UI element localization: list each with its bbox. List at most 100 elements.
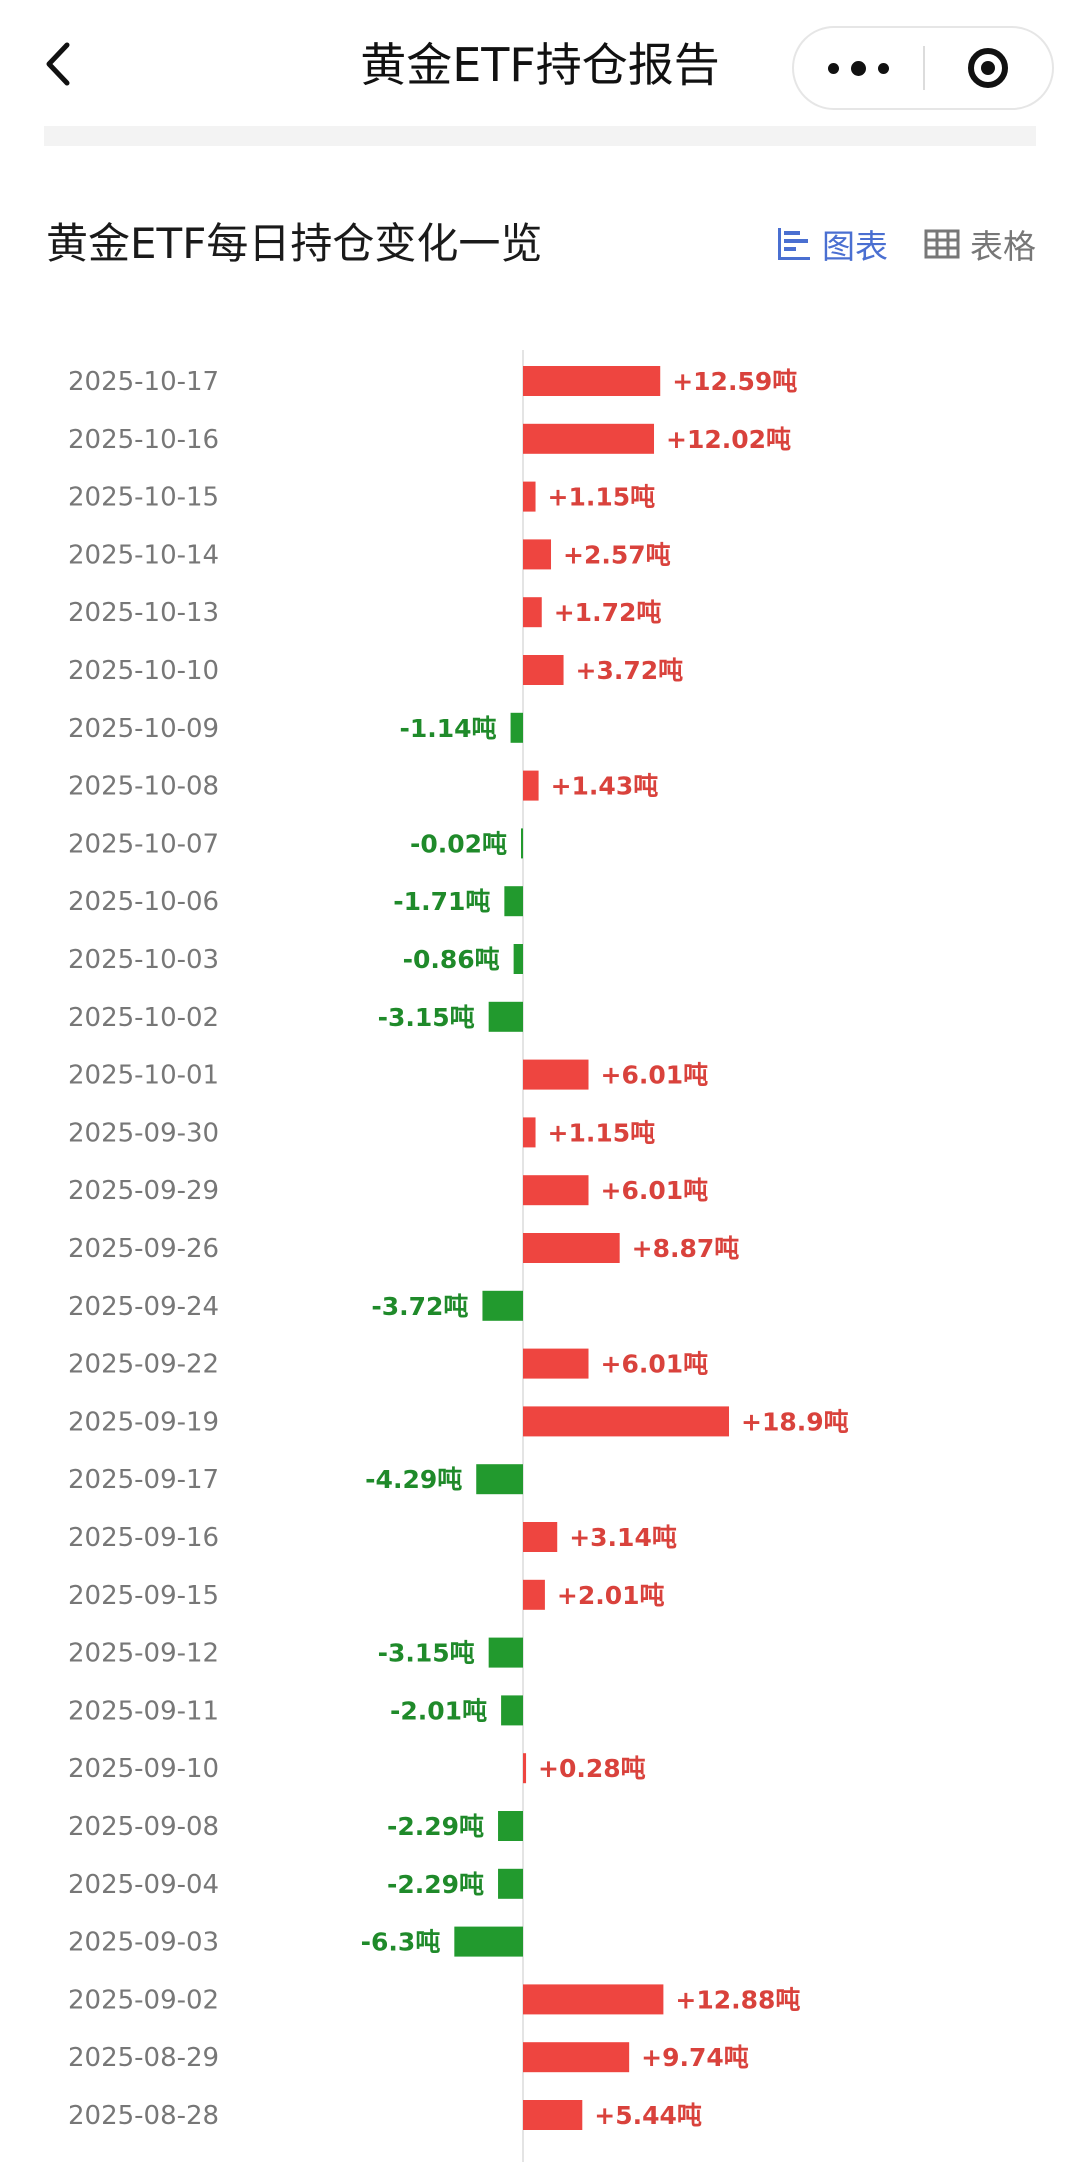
date-tick-label: 2025-10-03 (68, 945, 219, 975)
view-table-button[interactable]: 表格 (924, 220, 1036, 268)
date-tick-label: 2025-08-29 (68, 2043, 219, 2073)
date-tick-label: 2025-10-16 (68, 425, 219, 455)
date-tick-label: 2025-10-01 (68, 1061, 219, 1091)
chevron-left-icon (46, 42, 70, 86)
positive-bar (523, 539, 552, 570)
value-label: +18.9吨 (741, 1407, 849, 1436)
chart-row: 2025-10-17 +12.59吨 (68, 366, 797, 397)
chart-row: 2025-10-10 +3.72吨 (68, 655, 683, 686)
positive-bar (523, 1117, 536, 1148)
positive-bar (523, 366, 661, 396)
date-tick-label: 2025-09-12 (68, 1639, 219, 1669)
value-label: +12.88吨 (675, 1985, 800, 2014)
date-tick-label: 2025-10-15 (68, 483, 219, 513)
date-tick-label: 2025-09-17 (68, 1465, 219, 1495)
etf-holdings-bar-chart: 2025-10-17 +12.59吨 2025-10-16 +12.02吨 2025-1… (68, 350, 849, 2162)
date-tick-label: 2025-09-08 (68, 1812, 219, 1842)
more-dots-icon (822, 60, 895, 76)
date-tick-label: 2025-10-07 (68, 829, 219, 859)
positive-bar (523, 597, 542, 628)
value-label: +2.57吨 (563, 540, 671, 569)
chart-row: 2025-09-19 +18.9吨 (68, 1406, 849, 1437)
chart-row: 2025-09-30 +1.15吨 (68, 1117, 655, 1148)
date-tick-label: 2025-09-30 (68, 1118, 219, 1148)
date-tick-label: 2025-08-28 (68, 2101, 219, 2131)
positive-bar (523, 1406, 730, 1437)
back-button[interactable] (34, 34, 82, 94)
chart-row: 2025-09-15 +2.01吨 (68, 1579, 665, 1611)
value-label: +6.01吨 (601, 1061, 709, 1090)
date-tick-label: 2025-09-04 (68, 1870, 219, 1900)
date-tick-label: 2025-09-15 (68, 1581, 219, 1611)
value-label: +6.01吨 (601, 1176, 709, 1205)
content-strip (44, 126, 1036, 146)
positive-bar (523, 2042, 630, 2073)
negative-bar (476, 1464, 523, 1495)
date-tick-label: 2025-09-16 (68, 1523, 219, 1553)
date-tick-label: 2025-10-06 (68, 887, 219, 917)
value-label: -3.72吨 (371, 1292, 468, 1321)
date-tick-label: 2025-09-24 (68, 1292, 219, 1322)
chart-row: 2025-08-28 +5.44吨 (68, 2100, 702, 2131)
negative-bar (482, 1290, 523, 1321)
value-label: +1.43吨 (551, 772, 659, 801)
value-label: -0.86吨 (403, 945, 500, 974)
mini-program-capsule (792, 26, 1054, 110)
value-label: -3.15吨 (378, 1639, 475, 1668)
positive-bar (523, 1522, 558, 1552)
table-icon (924, 229, 960, 259)
view-table-label: 表格 (970, 227, 1036, 266)
date-tick-label: 2025-09-10 (68, 1754, 219, 1784)
chart-row: 2025-09-29 +6.01吨 (68, 1175, 708, 1206)
chart-row: 2025-09-12 -3.15吨 (68, 1637, 523, 1669)
chart-row: 2025-09-24 -3.72吨 (68, 1290, 523, 1322)
date-tick-label: 2025-10-17 (68, 367, 219, 397)
positive-bar (523, 2100, 583, 2130)
value-label: +3.72吨 (576, 656, 684, 685)
date-tick-label: 2025-10-08 (68, 772, 219, 802)
chart-row: 2025-10-03 -0.86吨 (68, 944, 523, 975)
chart-row: 2025-10-07 -0.02吨 (68, 828, 523, 859)
chart-row: 2025-09-03 -6.3吨 (68, 1926, 523, 1958)
chart-row: 2025-09-10 +0.28吨 (68, 1753, 646, 1784)
capsule-divider (923, 46, 925, 90)
negative-bar (510, 712, 523, 743)
negative-bar (513, 944, 523, 974)
positive-bar (523, 1984, 664, 2015)
negative-bar (504, 886, 523, 917)
value-label: +5.44吨 (594, 2101, 702, 2130)
negative-bar (498, 1811, 523, 1841)
negative-bar (454, 1926, 523, 1957)
chart-row: 2025-09-26 +8.87吨 (68, 1233, 739, 1264)
bar-chart-icon (776, 226, 812, 262)
close-target-icon (968, 48, 1009, 88)
positive-bar (523, 655, 564, 685)
value-label: -1.71吨 (393, 887, 490, 916)
chart-row: 2025-10-08 +1.43吨 (68, 770, 659, 802)
positive-bar (523, 481, 536, 512)
date-tick-label: 2025-09-22 (68, 1350, 219, 1380)
positive-bar (523, 423, 655, 454)
value-label: -4.29吨 (365, 1465, 462, 1494)
more-button[interactable] (794, 28, 923, 108)
close-button[interactable] (925, 28, 1052, 108)
chart-row: 2025-09-04 -2.29吨 (68, 1868, 523, 1900)
value-label: +2.01吨 (557, 1581, 665, 1610)
section-title: 黄金ETF每日持仓变化一览 (46, 219, 543, 268)
chart-row: 2025-10-01 +6.01吨 (68, 1059, 709, 1091)
date-tick-label: 2025-10-10 (68, 656, 219, 686)
positive-bar (523, 1059, 589, 1090)
chart-row: 2025-09-17 -4.29吨 (68, 1464, 523, 1495)
value-label: +3.14吨 (569, 1523, 677, 1552)
date-tick-label: 2025-09-11 (68, 1696, 219, 1726)
value-label: -2.29吨 (387, 1870, 484, 1899)
chart-row: 2025-10-02 -3.15吨 (68, 1001, 523, 1033)
date-tick-label: 2025-09-26 (68, 1234, 219, 1264)
view-chart-button[interactable]: 图表 (776, 220, 888, 268)
value-label: +9.74吨 (641, 2043, 749, 2072)
negative-bar (498, 1868, 523, 1899)
value-label: +12.02吨 (666, 425, 791, 454)
date-tick-label: 2025-10-14 (68, 540, 219, 570)
date-tick-label: 2025-09-29 (68, 1176, 219, 1206)
date-tick-label: 2025-09-02 (68, 1985, 219, 2015)
